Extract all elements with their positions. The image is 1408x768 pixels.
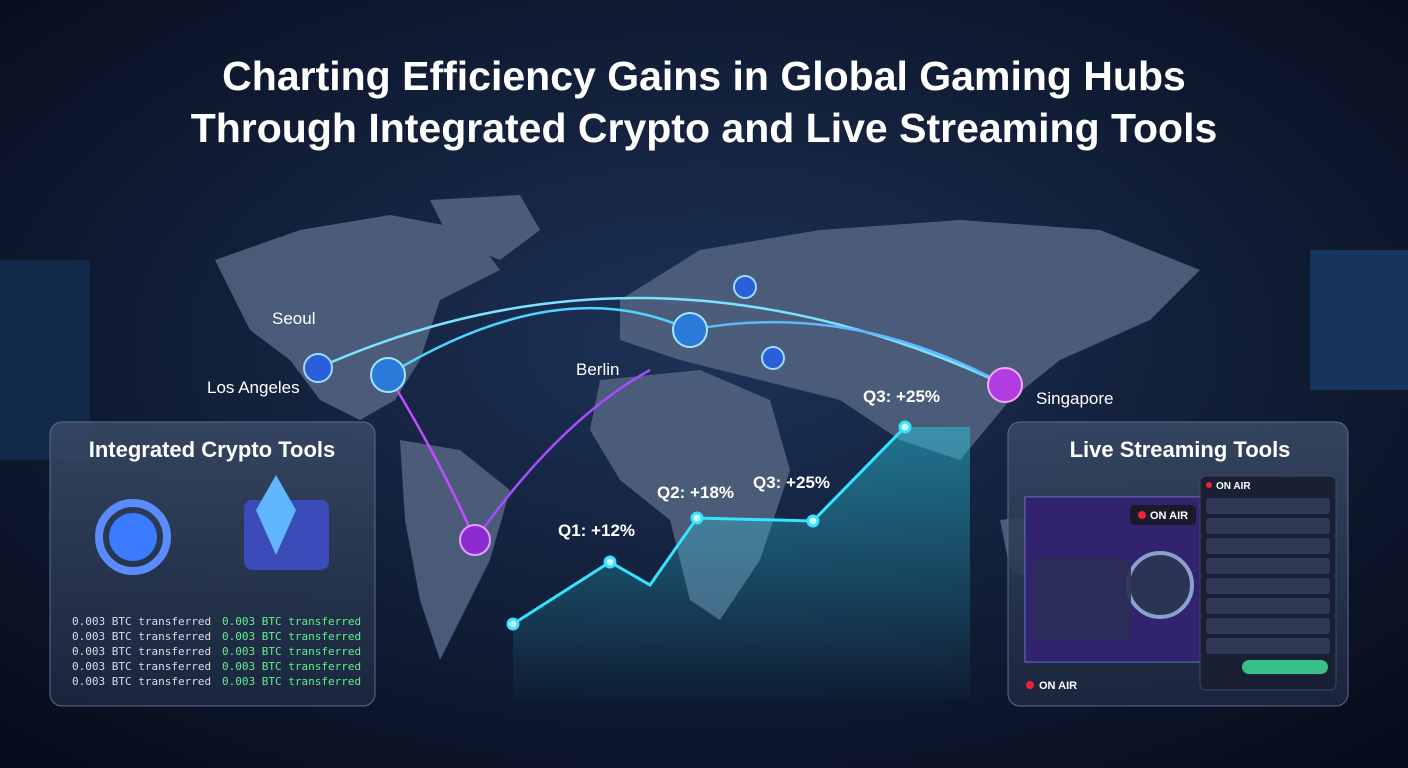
title-line: Through Integrated Crypto and Live Strea… (191, 105, 1218, 151)
side-screen (1310, 250, 1408, 390)
city-label: Seoul (272, 309, 315, 328)
overlay-card (1033, 558, 1131, 640)
connections (317, 296, 1006, 541)
hub (761, 346, 785, 370)
city-label: Singapore (1036, 389, 1114, 408)
growth-line (506, 420, 970, 700)
growth-label: Q3: +25% (863, 387, 940, 406)
arc (317, 296, 1006, 387)
rec-dot (1138, 511, 1146, 519)
panel-bg (49, 421, 376, 707)
send-button (1242, 660, 1328, 674)
chat-row (1206, 638, 1330, 654)
transfer-entry: 0.003 BTC transferred (222, 675, 361, 688)
chat-row (1206, 578, 1330, 594)
chat-row (1206, 518, 1330, 534)
transfer-entry: 0.003 BTC transferred (72, 615, 211, 628)
status-badge: ON AIR (1039, 680, 1077, 692)
growth-path (512, 425, 907, 626)
arc (689, 320, 1006, 387)
point (806, 514, 820, 528)
city-labels: Seoul Los Angeles Berlin Singapore (207, 309, 1114, 408)
transfer-entry: 0.003 BTC transferred (222, 615, 361, 628)
transfer-entry: 0.003 BTC transferred (222, 660, 361, 673)
transfer-log: 0.003 BTC transferred 0.003 BTC transferr… (72, 615, 361, 688)
hub (987, 367, 1023, 403)
title-line: Charting Efficiency Gains in Global Gami… (222, 53, 1186, 99)
growth-labels: Q1: +12% Q2: +18% Q3: +25% Q3: +25% (558, 387, 940, 540)
transfer-entry: 0.003 BTC transferred (222, 630, 361, 643)
arc (473, 368, 651, 541)
transfer-entry: 0.003 BTC transferred (72, 675, 211, 688)
city-label: Los Angeles (207, 378, 300, 397)
panel-title: Integrated Crypto Tools (89, 437, 336, 462)
streaming-panel: Live Streaming Tools ON AIR ON AIR ON AI… (1007, 421, 1349, 707)
point (603, 555, 617, 569)
chat-row (1206, 558, 1330, 574)
hub (459, 524, 491, 556)
transfer-entry: 0.003 BTC transferred (72, 660, 211, 673)
title: Charting Efficiency Gains in Global Gami… (191, 53, 1218, 151)
video-badge: ON AIR (1150, 510, 1188, 522)
greenland (430, 195, 540, 260)
camera (1126, 551, 1194, 619)
transfer-entry: 0.003 BTC transferred (72, 645, 211, 658)
city-label: Berlin (576, 360, 619, 379)
btc-coin (109, 513, 157, 561)
hub (303, 353, 333, 383)
point (898, 420, 912, 434)
point (690, 511, 704, 525)
growth-label: Q2: +18% (657, 483, 734, 502)
transfer-entry: 0.003 BTC transferred (72, 630, 211, 643)
btc-ring (95, 499, 171, 575)
hub (370, 357, 406, 393)
badge-bg (1130, 505, 1196, 525)
eth-logo (256, 475, 296, 555)
rec-dot (1026, 681, 1034, 689)
chat-row (1206, 598, 1330, 614)
chat-row (1206, 618, 1330, 634)
crypto-panel: Integrated Crypto Tools 0.003 BTC transf… (49, 421, 376, 707)
rec-dot (1206, 482, 1212, 488)
point (506, 617, 520, 631)
chat-row (1206, 498, 1330, 514)
hub (733, 275, 757, 299)
chat-row (1206, 538, 1330, 554)
eurasia (620, 220, 1200, 460)
growth-label: Q1: +12% (558, 521, 635, 540)
north-america (215, 215, 500, 420)
growth-label: Q3: +25% (753, 473, 830, 492)
transfer-entry: 0.003 BTC transferred (222, 645, 361, 658)
panel-title: Live Streaming Tools (1070, 437, 1291, 462)
chat-badge: ON AIR (1216, 481, 1251, 492)
hub (672, 312, 708, 348)
arc (386, 374, 477, 541)
growth-area (513, 427, 970, 700)
hub-icons (303, 275, 1023, 556)
south-america (400, 440, 510, 660)
arc (387, 306, 691, 377)
chat-messages (1206, 498, 1330, 674)
